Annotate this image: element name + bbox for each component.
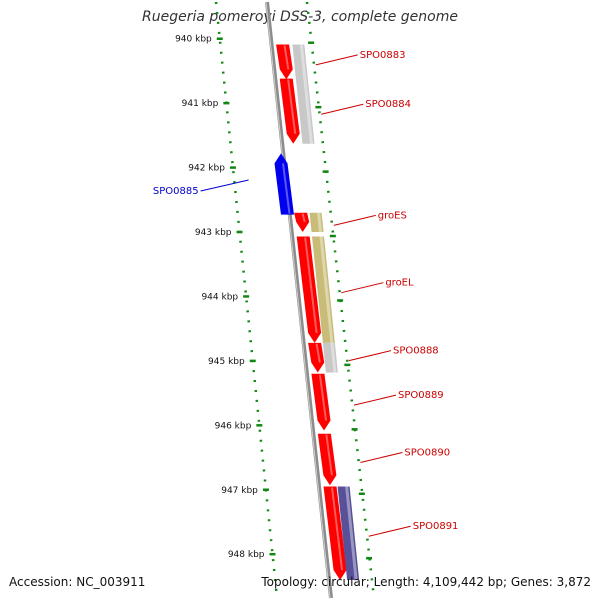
gene-label[interactable]: SPO0888 bbox=[393, 346, 439, 357]
leader-line bbox=[360, 451, 403, 463]
tick-label: 948 kbp bbox=[228, 550, 265, 560]
cog-highlight bbox=[345, 486, 358, 581]
backbone-line bbox=[265, 1, 333, 599]
leader-line bbox=[348, 350, 392, 362]
gene-label[interactable]: groES bbox=[378, 210, 407, 221]
gene-highlight bbox=[301, 213, 306, 223]
gene-spo0890[interactable] bbox=[317, 433, 337, 486]
cog-bar bbox=[295, 78, 315, 144]
cog-highlight bbox=[303, 78, 314, 144]
leader-line bbox=[333, 214, 376, 226]
tick-label: 943 kbp bbox=[195, 228, 232, 238]
cog-highlight bbox=[317, 212, 323, 233]
gene-highlight bbox=[325, 434, 333, 476]
gene-label[interactable]: SPO0884 bbox=[365, 99, 411, 110]
gene-label[interactable]: SPO0891 bbox=[413, 521, 459, 532]
gene-spo0891[interactable] bbox=[323, 486, 360, 581]
gene-spo0889[interactable] bbox=[311, 373, 331, 431]
cog-highlight bbox=[299, 44, 307, 80]
leader-line bbox=[200, 179, 249, 192]
gene-highlight bbox=[331, 487, 344, 571]
gene-label[interactable]: SPO0890 bbox=[404, 447, 450, 458]
tick-label: 946 kbp bbox=[215, 421, 252, 431]
cog-highlight bbox=[330, 342, 337, 373]
gene-arrow[interactable] bbox=[308, 342, 325, 373]
gene-highlight bbox=[318, 374, 328, 421]
gene-highlight bbox=[315, 343, 321, 363]
gene-label[interactable]: groEL bbox=[385, 278, 414, 289]
cog-bar bbox=[312, 236, 335, 343]
gene-groel[interactable] bbox=[296, 236, 335, 344]
cog-bar bbox=[322, 342, 338, 373]
genome-info-text: Topology: circular; Length: 4,109,442 bp… bbox=[261, 575, 591, 589]
gene-arrow[interactable] bbox=[296, 236, 322, 343]
gene-spo0883[interactable] bbox=[276, 44, 308, 80]
accession-text: Accession: NC_003911 bbox=[9, 575, 146, 589]
leader-line bbox=[353, 394, 397, 406]
gene-highlight bbox=[282, 163, 291, 214]
tick-label: 947 kbp bbox=[221, 486, 258, 496]
tick-label: 944 kbp bbox=[201, 292, 238, 302]
gene-label[interactable]: SPO0885 bbox=[153, 186, 199, 197]
gene-highlight bbox=[287, 79, 297, 134]
leader-line bbox=[341, 282, 384, 294]
gene-highlight bbox=[283, 45, 290, 70]
gene-arrow[interactable] bbox=[274, 153, 294, 215]
tick-label: 945 kbp bbox=[208, 357, 245, 367]
leader-line bbox=[368, 525, 411, 537]
cog-bar bbox=[309, 212, 324, 233]
gene-arrow[interactable] bbox=[323, 486, 347, 580]
leader-line bbox=[321, 103, 364, 115]
gene-spo0885[interactable] bbox=[274, 153, 294, 215]
gene-arrow[interactable] bbox=[294, 212, 310, 233]
cog-bar bbox=[337, 486, 360, 580]
gene-arrow[interactable] bbox=[317, 433, 337, 486]
gene-spo0888[interactable] bbox=[308, 342, 338, 373]
gene-arrow[interactable] bbox=[279, 78, 300, 144]
gene-label[interactable]: SPO0883 bbox=[360, 50, 406, 61]
tick-label: 940 kbp bbox=[175, 35, 212, 45]
tick-label: 942 kbp bbox=[188, 164, 225, 174]
tick-label: 941 kbp bbox=[182, 99, 219, 109]
cog-bar bbox=[292, 44, 308, 80]
gene-spo0884[interactable] bbox=[279, 78, 315, 144]
leader-line bbox=[315, 54, 358, 66]
gene-groes[interactable] bbox=[294, 212, 324, 233]
gene-highlight bbox=[304, 237, 318, 333]
gene-arrow[interactable] bbox=[276, 44, 293, 80]
gene-label[interactable]: SPO0889 bbox=[398, 390, 444, 401]
gene-arrow[interactable] bbox=[311, 373, 331, 431]
page-title: Ruegeria pomeroyi DSS-3, complete genome bbox=[142, 9, 458, 25]
cog-highlight bbox=[319, 236, 334, 344]
backbone-highlight bbox=[265, 1, 331, 599]
